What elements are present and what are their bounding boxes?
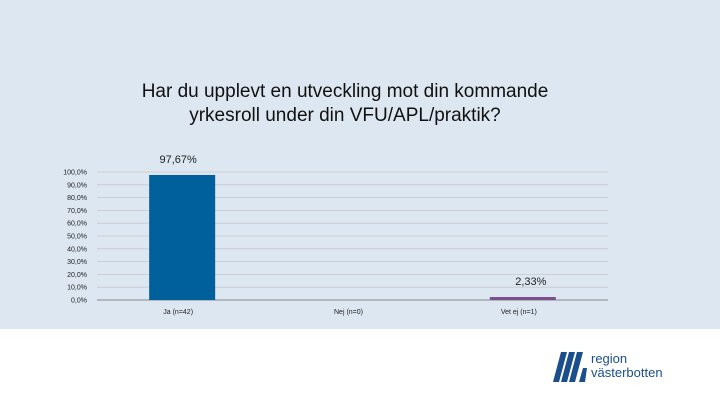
bar xyxy=(149,174,216,300)
data-label: 97,67% xyxy=(160,154,198,166)
bar-chart: 0,0% 10,0% 20,0% 30,0% 40,0% 50,0% 60,0% 70,0% 8… xyxy=(63,154,608,316)
bars xyxy=(149,174,556,300)
y-axis-ticks: 0,0% 10,0% 20,0% 30,0% 40,0% 50,0% 60,0% 70,0% 8… xyxy=(63,170,87,305)
logo-text: region västerbotten xyxy=(591,351,663,380)
y-tick-label: 30,0% xyxy=(67,259,87,266)
y-tick-label: 0,0% xyxy=(71,298,87,305)
data-label: 2,33% xyxy=(515,276,546,288)
bar xyxy=(489,297,556,300)
x-tick-label: Nej (n=0) xyxy=(334,309,363,316)
x-tick-label: Vet ej (n=1) xyxy=(501,309,537,316)
region-vasterbotten-logo: region västerbotten xyxy=(553,352,703,384)
y-tick-label: 50,0% xyxy=(67,234,87,241)
y-tick-label: 100,0% xyxy=(63,170,87,177)
y-tick-label: 10,0% xyxy=(67,285,87,292)
chart-title: Har du upplevt en utveckling mot din kom… xyxy=(141,81,549,126)
x-axis-ticks: Ja (n=42) Nej (n=0) Vet ej (n=1) xyxy=(163,309,537,316)
x-tick-label: Ja (n=42) xyxy=(163,309,193,316)
data-labels: 97,67% 2,33% xyxy=(160,154,547,288)
logo-mark-icon xyxy=(553,352,587,382)
y-tick-label: 70,0% xyxy=(67,208,87,215)
y-tick-label: 20,0% xyxy=(67,272,87,279)
y-tick-label: 40,0% xyxy=(67,246,87,253)
y-tick-label: 80,0% xyxy=(67,195,87,202)
y-tick-label: 60,0% xyxy=(67,221,87,228)
y-tick-label: 90,0% xyxy=(67,182,87,189)
